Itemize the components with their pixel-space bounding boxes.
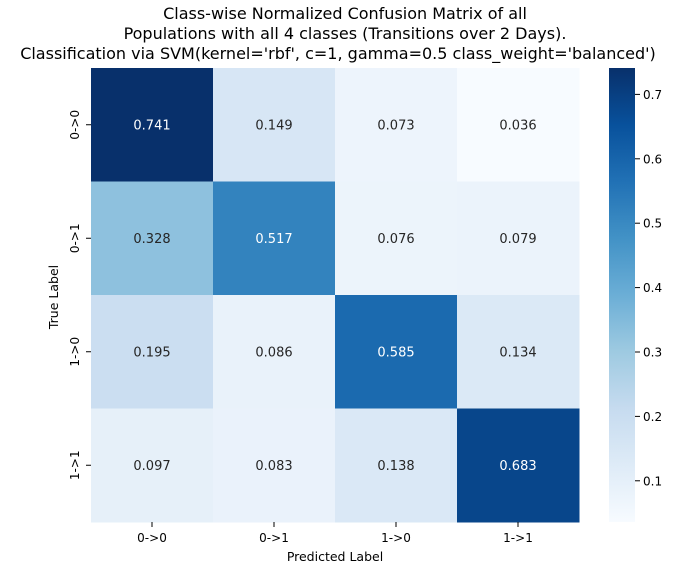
cell-value-label: 0.517 [255,232,292,247]
heatmap-cell [213,408,336,523]
cell-value-label: 0.079 [499,232,536,247]
heatmap-cell [91,295,214,409]
y-axis-ticks: 0->0 0->1 1->0 1->1 [68,110,91,480]
cell-value-label: 0.149 [255,118,292,133]
x-tick-label: 0->0 [137,531,167,545]
colorbar-tick-label: 0.5 [643,217,662,231]
colorbar-tick-label: 0.2 [643,410,662,424]
heatmap-cell [91,68,214,182]
heatmap-cell [457,408,580,523]
heatmap-cell-labels: 0.741 0.149 0.073 0.036 0.328 0.517 0.076 0.079… [133,118,536,474]
heatmap-cell [335,181,458,296]
colorbar-tick-label: 0.6 [643,152,662,166]
heatmap-cell [457,181,580,296]
heatmap-cell [213,181,336,296]
cell-value-label: 0.138 [377,459,414,474]
cell-value-label: 0.683 [499,459,536,474]
cell-value-label: 0.036 [499,118,536,133]
heatmap-cell [91,408,214,523]
colorbar-tick-label: 0.4 [643,281,662,295]
x-axis-label: Predicted Label [287,549,383,564]
x-tick-label: 1->0 [381,531,411,545]
heatmap-cell [335,408,458,523]
cell-value-label: 0.328 [133,232,170,247]
cell-value-label: 0.083 [255,459,292,474]
colorbar-tick-label: 0.1 [643,474,662,488]
y-tick-label: 1->0 [68,337,82,367]
heatmap-cell [457,295,580,409]
cell-value-label: 0.086 [255,345,292,360]
y-tick-label: 1->1 [68,450,82,480]
heatmap-cells [91,68,580,523]
colorbar-gradient [609,68,635,522]
chart-title-line-2: Populations with all 4 classes (Transiti… [124,24,567,43]
chart-title-line-3: Classification via SVM(kernel='rbf', c=1… [20,44,656,64]
heatmap-cell [457,68,580,182]
heatmap-cell [213,295,336,409]
heatmap-cell [91,181,214,296]
y-tick-label: 0->1 [68,223,82,253]
y-tick-label: 0->0 [68,110,82,140]
chart-title: Class-wise Normalized Confusion Matrix o… [20,4,656,64]
heatmap-cell [335,68,458,182]
colorbar: 0.1 0.2 0.3 0.4 0.5 0.6 0.7 [609,68,662,522]
colorbar-tick-label: 0.3 [643,345,662,359]
y-axis-label: True Label [46,265,61,330]
heatmap-cell [213,68,336,182]
cell-value-label: 0.741 [133,118,170,133]
colorbar-ticks: 0.1 0.2 0.3 0.4 0.5 0.6 0.7 [635,88,662,488]
cell-value-label: 0.585 [377,345,414,360]
x-axis-ticks: 0->0 0->1 1->0 1->1 [137,522,533,545]
colorbar-tick-label: 0.7 [643,88,662,102]
cell-value-label: 0.076 [377,232,414,247]
chart-title-line-1: Class-wise Normalized Confusion Matrix o… [163,4,527,23]
heatmap-cell [335,295,458,409]
x-tick-label: 1->1 [503,531,533,545]
x-tick-label: 0->1 [259,531,289,545]
cell-value-label: 0.134 [499,345,536,360]
cell-value-label: 0.097 [133,459,170,474]
cell-value-label: 0.073 [377,118,414,133]
cell-value-label: 0.195 [133,345,170,360]
